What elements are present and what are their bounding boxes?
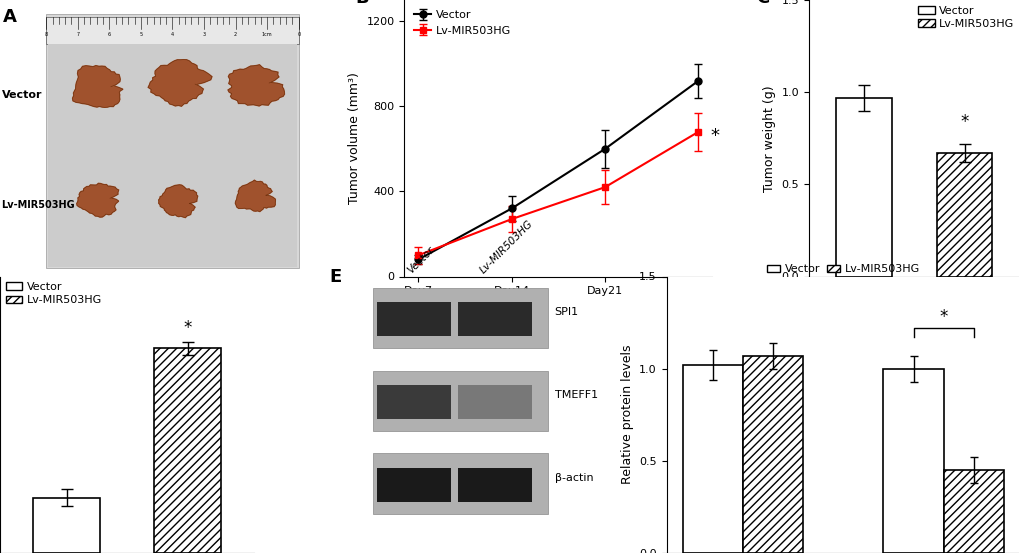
Bar [458, 302, 531, 336]
Bar [943, 470, 1003, 553]
Text: *: * [710, 127, 718, 145]
Y-axis label: Relative protein levels: Relative protein levels [620, 345, 633, 484]
Bar [46, 17, 299, 44]
Text: *: * [960, 113, 968, 131]
Text: *: * [938, 308, 947, 326]
Text: B: B [355, 0, 369, 7]
Bar [34, 498, 100, 553]
Text: β-actin: β-actin [554, 473, 593, 483]
Legend: Vector, Lv-MIR503HG: Vector, Lv-MIR503HG [917, 6, 1014, 29]
Legend: Vector, Lv-MIR503HG: Vector, Lv-MIR503HG [410, 6, 515, 40]
Polygon shape [72, 66, 123, 107]
Y-axis label: Tumor weight (g): Tumor weight (g) [762, 85, 775, 191]
Text: 5: 5 [140, 32, 143, 38]
Bar [458, 468, 531, 502]
Bar [373, 371, 547, 431]
Y-axis label: Tumor volume (mm³): Tumor volume (mm³) [347, 72, 361, 204]
Bar [936, 153, 991, 276]
Bar [682, 365, 742, 553]
Text: A: A [3, 8, 17, 27]
Text: 0: 0 [297, 32, 300, 38]
Polygon shape [159, 185, 198, 217]
Polygon shape [76, 183, 118, 217]
Text: E: E [329, 268, 341, 286]
Bar [48, 44, 297, 267]
Text: Vector: Vector [2, 90, 42, 100]
Text: 4: 4 [171, 32, 174, 38]
Bar [377, 302, 450, 336]
Bar [373, 453, 547, 514]
Bar [377, 468, 450, 502]
Text: TMEFF1: TMEFF1 [554, 390, 597, 400]
Legend: Vector, Lv-MIR503HG: Vector, Lv-MIR503HG [761, 260, 923, 279]
Polygon shape [228, 65, 284, 106]
Bar [373, 288, 547, 348]
Text: 1cm: 1cm [262, 32, 272, 38]
Bar [154, 348, 221, 553]
Bar [458, 385, 531, 419]
Text: Lv-MIR503HG: Lv-MIR503HG [478, 218, 534, 275]
Polygon shape [235, 180, 275, 212]
Text: Vector: Vector [406, 244, 436, 275]
Text: 3: 3 [202, 32, 206, 38]
Text: 8: 8 [45, 32, 48, 38]
Bar [836, 98, 891, 276]
Polygon shape [148, 60, 212, 106]
Text: C: C [755, 0, 768, 7]
Text: SPI1: SPI1 [554, 307, 579, 317]
Text: Lv-MIR503HG: Lv-MIR503HG [2, 200, 75, 210]
Bar [882, 369, 943, 553]
Text: 6: 6 [108, 32, 111, 38]
Bar [742, 356, 802, 553]
Legend: Vector, Lv-MIR503HG: Vector, Lv-MIR503HG [5, 282, 102, 305]
Text: 2: 2 [233, 32, 236, 38]
Text: *: * [183, 319, 192, 337]
Bar [46, 14, 299, 268]
Bar [377, 385, 450, 419]
Text: 7: 7 [76, 32, 79, 38]
